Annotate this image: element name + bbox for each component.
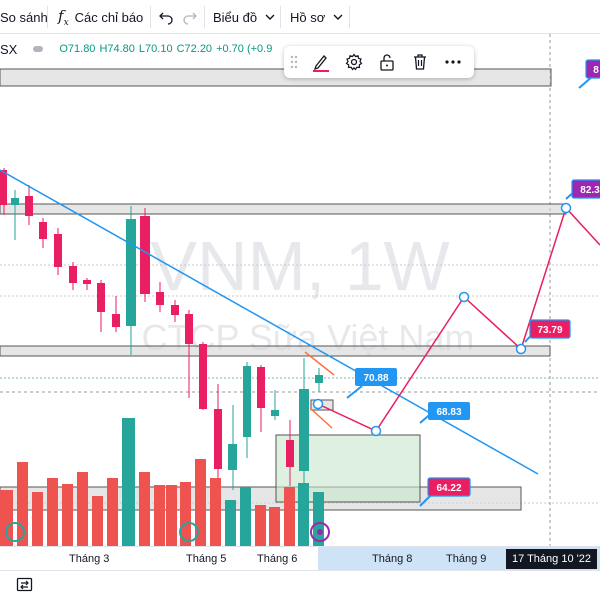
price-label-text: 73.79 xyxy=(537,325,562,336)
more-button[interactable] xyxy=(436,46,469,78)
toolbar-divider xyxy=(349,6,350,28)
price-label-text: 68.83 xyxy=(436,407,461,418)
profile-dropdown[interactable]: Hồ sơ xyxy=(290,0,345,34)
chart-canvas[interactable]: VNM, 1W CTCP Sữa Việt Nam xyxy=(0,34,600,546)
price-label-text: 70.88 xyxy=(363,373,388,384)
demand-zone[interactable] xyxy=(275,434,421,503)
indicators-label: Các chỉ báo xyxy=(74,9,144,25)
price-label-text: 82.3 xyxy=(580,185,600,196)
resistance-zone[interactable] xyxy=(0,203,567,215)
lock-button[interactable] xyxy=(370,46,403,78)
toolbar-divider xyxy=(150,6,151,28)
top-toolbar: So sánh fx Các chỉ báo Biểu đồ Hồ sơ xyxy=(0,0,600,34)
time-axis[interactable]: Tháng 3 Tháng 5 Tháng 6 Tháng 8 Tháng 9 … xyxy=(0,546,600,571)
time-label: Tháng 6 xyxy=(257,553,298,565)
unlock-icon xyxy=(379,54,394,71)
legend-dot xyxy=(33,46,44,52)
price-label-p3[interactable]: 70.88 xyxy=(355,368,397,386)
time-label: Tháng 8 xyxy=(372,553,413,565)
volume-bars xyxy=(0,418,324,546)
chart-type-dropdown[interactable]: Biểu đồ xyxy=(213,0,277,34)
crosshair-time-label: 17 Tháng 10 '22 xyxy=(506,549,597,569)
drag-handle-icon xyxy=(290,55,298,69)
profile-label: Hồ sơ xyxy=(290,9,326,25)
event-marker[interactable] xyxy=(310,522,330,542)
time-label: Tháng 9 xyxy=(446,553,487,565)
price-label-p6[interactable]: 8 xyxy=(585,59,600,79)
bottom-panel xyxy=(0,570,600,601)
legend-close: C72.20 xyxy=(176,43,213,55)
event-marker[interactable] xyxy=(179,522,199,542)
panel-toggle-icon xyxy=(16,577,33,592)
undo-button[interactable] xyxy=(158,0,174,34)
pencil-icon xyxy=(312,55,329,72)
legend-low: L70.10 xyxy=(138,43,173,55)
legend-change: +0.70 (+0.9 xyxy=(216,43,273,55)
trash-icon xyxy=(413,54,426,70)
legend-exchange: SX xyxy=(0,41,18,57)
price-label-text: 64.22 xyxy=(436,483,461,494)
legend-open: O71.80 xyxy=(59,43,96,55)
delete-button[interactable] xyxy=(403,46,436,78)
price-label-p1[interactable]: 82.3 xyxy=(571,179,600,199)
drawing-toolbar xyxy=(284,46,474,78)
chevron-down-icon xyxy=(265,14,275,20)
price-label-p2[interactable]: 73.79 xyxy=(529,319,571,339)
undo-icon xyxy=(159,12,173,25)
time-label: Tháng 5 xyxy=(186,553,227,565)
time-label: Tháng 3 xyxy=(69,553,110,565)
symbol-legend: SX O71.80 H74.80 L70.10 C72.20 +0.70 (+0… xyxy=(0,41,272,57)
event-marker[interactable] xyxy=(5,522,25,542)
price-label-p5[interactable]: 64.22 xyxy=(427,477,471,497)
candles xyxy=(0,168,323,490)
indicators-button[interactable]: fx Các chỉ báo xyxy=(58,0,143,34)
panel-toggle-button[interactable] xyxy=(16,577,36,595)
support-zone[interactable] xyxy=(0,345,551,357)
projection-path[interactable] xyxy=(317,206,600,432)
toolbar-divider xyxy=(204,6,205,28)
compare-label: So sánh xyxy=(0,9,48,25)
trend-line[interactable] xyxy=(0,169,539,475)
watermark-symbol: VNM, 1W xyxy=(150,227,449,305)
toolbar-divider xyxy=(47,6,48,28)
redo-button[interactable] xyxy=(182,0,198,34)
drag-handle[interactable] xyxy=(284,46,304,78)
price-label-p4[interactable]: 68.83 xyxy=(428,402,470,420)
settings-button[interactable] xyxy=(337,46,370,78)
toolbar-divider xyxy=(280,6,281,28)
more-icon xyxy=(444,60,461,64)
line-color-button[interactable] xyxy=(304,46,337,78)
legend-high: H74.80 xyxy=(99,43,135,55)
price-label-text: 8 xyxy=(593,65,599,76)
function-icon: fx xyxy=(58,6,69,28)
redo-icon xyxy=(183,12,197,25)
gear-icon xyxy=(345,53,362,71)
chevron-down-icon xyxy=(333,14,343,20)
compare-button[interactable]: So sánh xyxy=(0,0,48,34)
chart-type-label: Biểu đồ xyxy=(213,9,258,25)
